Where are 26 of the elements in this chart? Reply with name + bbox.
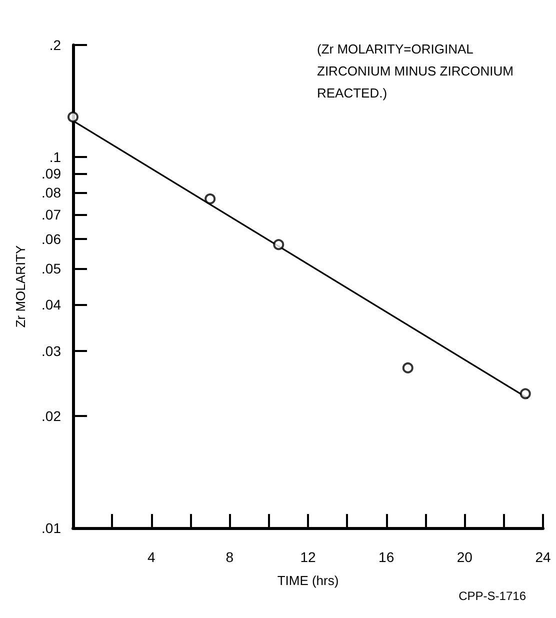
x-tick-label: 8 — [226, 549, 234, 565]
y-tick-label: .01 — [42, 520, 62, 536]
point — [273, 239, 284, 250]
y-tick-label: .05 — [42, 260, 62, 277]
x-tick-label: 24 — [535, 549, 551, 565]
point — [204, 193, 216, 204]
y-axis-title: Zr MOLARITY — [13, 245, 28, 328]
y-tick-label: .02 — [42, 408, 62, 424]
x-tick-label: 20 — [456, 549, 473, 565]
annotation: (Zr MOLARITY=ORIGINAL ZIRCONIUM MINUS ZIRCONIUM REACTED.) — [317, 42, 518, 100]
y-tick-label: .2 — [49, 37, 62, 53]
y-tick-label: .09 — [42, 166, 62, 182]
y-tick-label: .08 — [42, 184, 62, 201]
x-tick-label: 12 — [300, 549, 316, 565]
text: CPP-S-1716 — [458, 589, 526, 603]
x-tick-label: 16 — [378, 549, 394, 565]
point — [402, 362, 414, 374]
y-tick-label: .07 — [42, 206, 62, 222]
point — [68, 111, 78, 122]
x-tick-label: 4 — [147, 549, 156, 565]
point — [520, 388, 531, 400]
y-tick-label: .06 — [42, 231, 62, 248]
y-tick-label: .03 — [42, 342, 62, 359]
y-tick-label: .1 — [49, 148, 62, 165]
x-axis-title: TIME (hrs) — [277, 573, 339, 588]
y-tick-label: .04 — [42, 296, 62, 312]
